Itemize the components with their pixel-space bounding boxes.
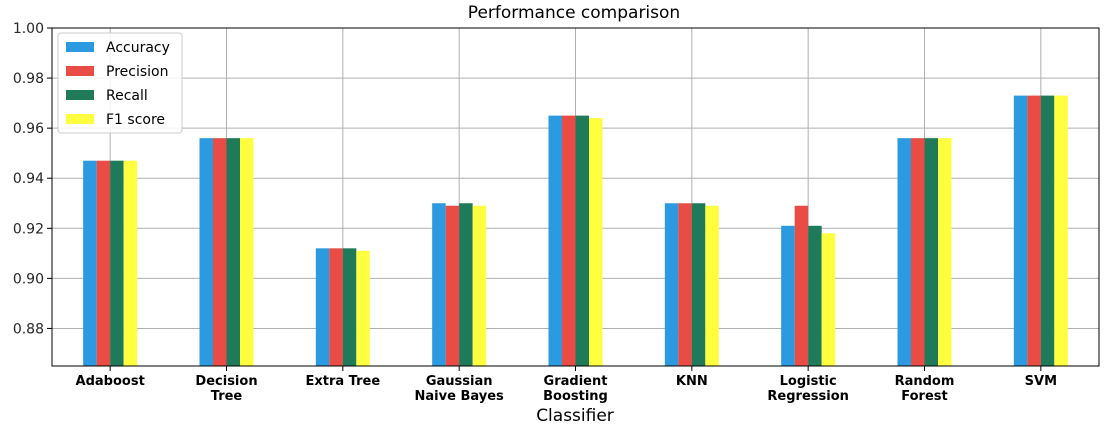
bars: [83, 95, 1068, 366]
x-axis-label: Classifier: [536, 406, 614, 426]
y-tick-label: 0.88: [13, 321, 44, 337]
bar-recall: [575, 115, 589, 366]
bar-accuracy: [83, 160, 97, 366]
bar-accuracy: [1013, 95, 1028, 366]
bar-accuracy: [781, 225, 795, 366]
bar-f1-score: [1054, 95, 1068, 366]
bar-accuracy: [315, 248, 330, 366]
bar-recall: [459, 203, 473, 366]
x-tick-label: Regression: [767, 389, 848, 404]
legend-swatch: [66, 114, 94, 124]
bar-precision: [329, 248, 343, 366]
bar-f1-score: [123, 160, 138, 366]
bar-accuracy: [199, 138, 213, 366]
y-tick-label: 1.00: [13, 21, 44, 37]
legend-label: F1 score: [106, 112, 165, 128]
bar-recall: [808, 225, 822, 366]
bar-f1-score: [705, 205, 719, 366]
legend-label: Accuracy: [106, 40, 170, 56]
y-tick-label: 0.90: [13, 271, 44, 287]
y-tick-label: 0.98: [13, 71, 44, 87]
x-tick-label: KNN: [676, 374, 708, 389]
x-tick-label: Decision: [195, 374, 257, 389]
bar-recall: [226, 138, 240, 366]
bar-precision: [1027, 95, 1041, 366]
legend: Accuracy Precision Recall F1 score: [57, 32, 183, 134]
bar-precision: [911, 138, 925, 366]
x-tick-label: SVM: [1025, 374, 1057, 389]
x-tick-label: Random: [895, 374, 955, 389]
bar-recall: [691, 203, 706, 366]
x-tick-label: Forest: [901, 389, 947, 404]
x-tick-label: Logistic: [780, 374, 837, 389]
legend-label: Recall: [106, 88, 148, 104]
chart-title: Performance comparison: [468, 3, 680, 23]
bar-precision: [562, 115, 576, 366]
legend-swatch: [66, 42, 94, 52]
bar-precision: [445, 205, 460, 366]
x-tick-label: Tree: [211, 389, 243, 404]
bar-precision: [678, 203, 692, 366]
bar-f1-score: [240, 138, 254, 366]
bar-f1-score: [821, 233, 836, 366]
bar-recall: [342, 248, 357, 366]
bar-f1-score: [589, 118, 603, 366]
bar-accuracy: [664, 203, 679, 366]
y-tick-label: 0.92: [13, 221, 44, 237]
bar-precision: [96, 160, 111, 366]
bar-precision: [213, 138, 227, 366]
bar-f1-score: [938, 138, 952, 366]
x-tick-label: Naive Bayes: [415, 389, 504, 404]
y-tick-label: 0.94: [13, 171, 44, 187]
bar-accuracy: [432, 203, 446, 366]
y-axis: 0.88 0.90 0.92 0.94 0.96 0.98 1.00: [13, 21, 52, 337]
legend-swatch: [66, 66, 94, 76]
x-tick-label: Adaboost: [76, 374, 145, 389]
y-tick-label: 0.96: [13, 121, 44, 137]
bar-recall: [924, 138, 938, 366]
legend-box: [57, 32, 183, 134]
bar-f1-score: [472, 205, 487, 366]
bar-accuracy: [897, 138, 911, 366]
x-tick-label: Gaussian: [426, 374, 493, 389]
bar-recall: [1040, 95, 1055, 366]
x-tick-label: Extra Tree: [305, 374, 380, 389]
legend-swatch: [66, 90, 94, 100]
bar-precision: [794, 205, 809, 366]
x-tick-label: Gradient: [544, 374, 608, 389]
legend-label: Precision: [106, 64, 168, 80]
bar-accuracy: [548, 115, 562, 366]
bar-recall: [110, 160, 124, 366]
x-tick-label: Boosting: [543, 389, 608, 404]
bar-f1-score: [356, 250, 370, 366]
